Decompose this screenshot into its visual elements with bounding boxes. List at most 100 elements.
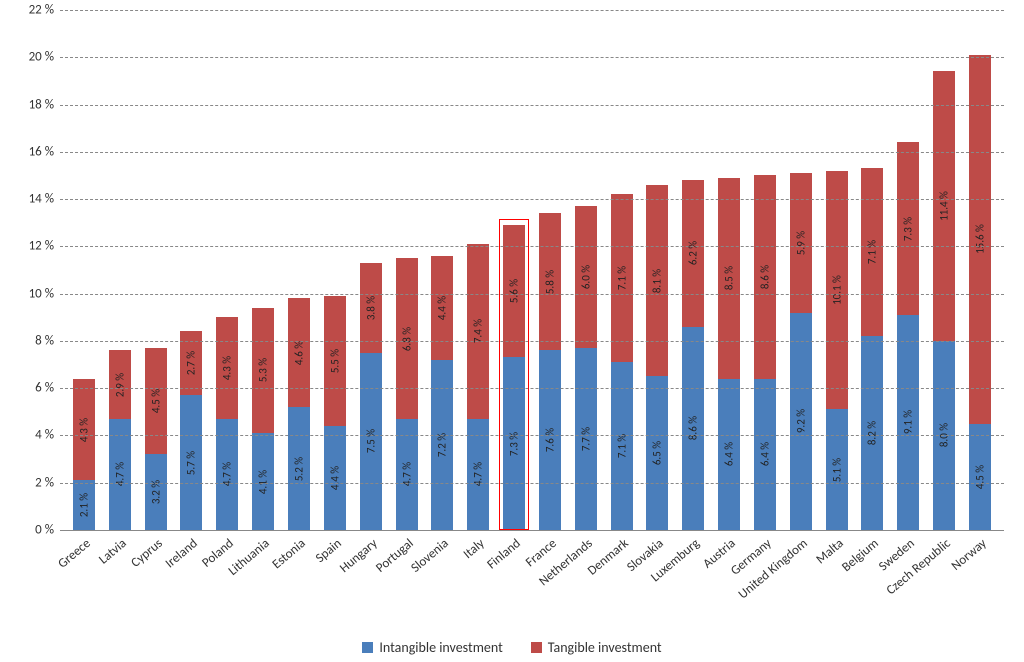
- x-axis-labels: GreeceLatviaCyprusIrelandPolandLithuania…: [60, 532, 1004, 622]
- segment-intangible: 4.1 %: [252, 433, 274, 530]
- bar: 4.7 %7.4 %: [467, 244, 489, 530]
- y-tick-label: 20 %: [4, 50, 54, 65]
- value-label: 3.8 %: [364, 296, 377, 320]
- bar-slot: 4.5 %15.6 %: [962, 10, 998, 530]
- value-label: 11.4 %: [938, 191, 951, 221]
- x-label-slot: Malta: [819, 532, 855, 622]
- segment-tangible: 11.4 %: [933, 71, 955, 340]
- segment-intangible: 7.5 %: [360, 353, 382, 530]
- y-tick-label: 10 %: [4, 286, 54, 301]
- bar-slot: 4.7 %7.4 %: [460, 10, 496, 530]
- segment-tangible: 5.3 %: [252, 308, 274, 433]
- x-tick-label: Greece: [55, 536, 93, 572]
- bar-slot: 7.3 % 5.6 %: [496, 10, 532, 530]
- value-label: 9.2 %: [794, 409, 807, 433]
- bar-slot: 8.2 %7.1 %: [855, 10, 891, 530]
- y-tick-label: 22 %: [4, 3, 54, 18]
- value-label: 4.5 %: [149, 389, 162, 413]
- segment-intangible: 4.5 %: [969, 424, 991, 530]
- gridline: [60, 246, 1004, 247]
- segment-intangible: 5.7 %: [180, 395, 202, 530]
- y-tick-label: 12 %: [4, 239, 54, 254]
- segment-tangible: 6.2 %: [682, 180, 704, 327]
- y-tick-label: 0 %: [4, 523, 54, 538]
- x-label-slot: Luxemburg: [675, 532, 711, 622]
- bar-slot: 7.5 % 3.8 %: [353, 10, 389, 530]
- x-label-slot: Hungary: [353, 532, 389, 622]
- segment-tangible: 7.3 %: [897, 142, 919, 315]
- x-label-slot: Austria: [711, 532, 747, 622]
- segment-tangible: 2.9 %: [109, 350, 131, 419]
- bar: 7.5 % 3.8 %: [360, 263, 382, 530]
- value-label: 2.9 %: [113, 373, 126, 397]
- segment-intangible: 5.2 %: [288, 407, 310, 530]
- gridline: [60, 341, 1004, 342]
- segment-tangible: 4.5 %: [145, 348, 167, 454]
- y-tick-label: 2 %: [4, 475, 54, 490]
- value-label: 5.1 %: [830, 458, 843, 482]
- gridline: [60, 199, 1004, 200]
- bar-slot: 9.2 %5.9 %: [783, 10, 819, 530]
- bar: 9.2 %5.9 %: [790, 173, 812, 530]
- bar-slot: 8.0 %11.4 %: [926, 10, 962, 530]
- bar-slot: 3.2 % 4.5 %: [138, 10, 174, 530]
- x-label-slot: Ireland: [174, 532, 210, 622]
- gridline: [60, 57, 1004, 58]
- segment-tangible: 6.0 %: [575, 206, 597, 348]
- segment-intangible: 3.2 %: [145, 454, 167, 530]
- gridline: [60, 10, 1004, 11]
- x-label-slot: Norway: [962, 532, 998, 622]
- x-label-slot: Italy: [460, 532, 496, 622]
- bar-slot: 4.4 %5.5 %: [317, 10, 353, 530]
- segment-intangible: 6.4 %: [718, 379, 740, 530]
- segment-tangible: 7.1 %: [611, 194, 633, 362]
- bar-slot: 5.2 %4.6 %: [281, 10, 317, 530]
- bar: 9.1 %7.3 %: [897, 142, 919, 530]
- value-label: 5.2 %: [292, 456, 305, 480]
- segment-tangible: 8.5 %: [718, 178, 740, 379]
- segment-tangible: 8.1 %: [646, 185, 668, 376]
- value-label: 10.1 %: [830, 275, 843, 305]
- segment-tangible: 10.1 %: [826, 171, 848, 410]
- segment-intangible: 5.1 %: [826, 409, 848, 530]
- value-label: 7.1 %: [615, 266, 628, 290]
- segment-tangible: 7.4 %: [467, 244, 489, 419]
- y-tick-label: 4 %: [4, 428, 54, 443]
- bar-slot: 2.1 %4.3 %: [66, 10, 102, 530]
- gridline: [60, 152, 1004, 153]
- value-label: 8.5 %: [723, 266, 736, 290]
- value-label: 6.5 %: [651, 441, 664, 465]
- bar-slot: 4.1 %5.3 %: [245, 10, 281, 530]
- segment-intangible: 6.4 %: [754, 379, 776, 530]
- value-label: 4.4 %: [328, 466, 341, 490]
- x-label-slot: Latvia: [102, 532, 138, 622]
- bar: 6.4 % 8.5 %: [718, 178, 740, 530]
- x-label-slot: Netherlands: [568, 532, 604, 622]
- segment-intangible: 7.3 %: [503, 357, 525, 530]
- value-label: 6.0 %: [579, 265, 592, 289]
- legend-item-intangible: Intangible investment: [362, 639, 502, 656]
- bar-slot: 6.4 % 8.5 %: [711, 10, 747, 530]
- segment-intangible: 6.5 %: [646, 376, 668, 530]
- value-label: 8.1 %: [651, 269, 664, 293]
- segment-intangible: 9.2 %: [790, 313, 812, 530]
- value-label: 7.1 %: [615, 434, 628, 458]
- value-label: 8.2 %: [866, 421, 879, 445]
- plot-area: 2.1 %4.3 %4.7 %2.9 %3.2 %4.5 %5.7 %2.7 %…: [60, 10, 1004, 531]
- bar: 4.7 %6.8 %: [396, 258, 418, 530]
- segment-intangible: 8.2 %: [861, 336, 883, 530]
- x-label-slot: Belgium: [855, 532, 891, 622]
- bar-slot: 8.6 %6.2 %: [675, 10, 711, 530]
- segment-intangible: 7.7 %: [575, 348, 597, 530]
- value-label: 6.8 %: [400, 326, 413, 350]
- legend-swatch-tangible: [531, 642, 542, 653]
- segment-intangible: 9.1 %: [897, 315, 919, 530]
- bar: 4.7 %2.9 %: [109, 350, 131, 530]
- bar-slot: 6.5 % 8.1 %: [640, 10, 676, 530]
- gridline: [60, 294, 1004, 295]
- bar: 6.4 %8.6 %: [754, 175, 776, 530]
- value-label: 7.7 %: [579, 427, 592, 451]
- segment-tangible: 15.6 %: [969, 55, 991, 424]
- value-label: 5.6 %: [508, 279, 521, 303]
- segment-intangible: 7.6 %: [539, 350, 561, 530]
